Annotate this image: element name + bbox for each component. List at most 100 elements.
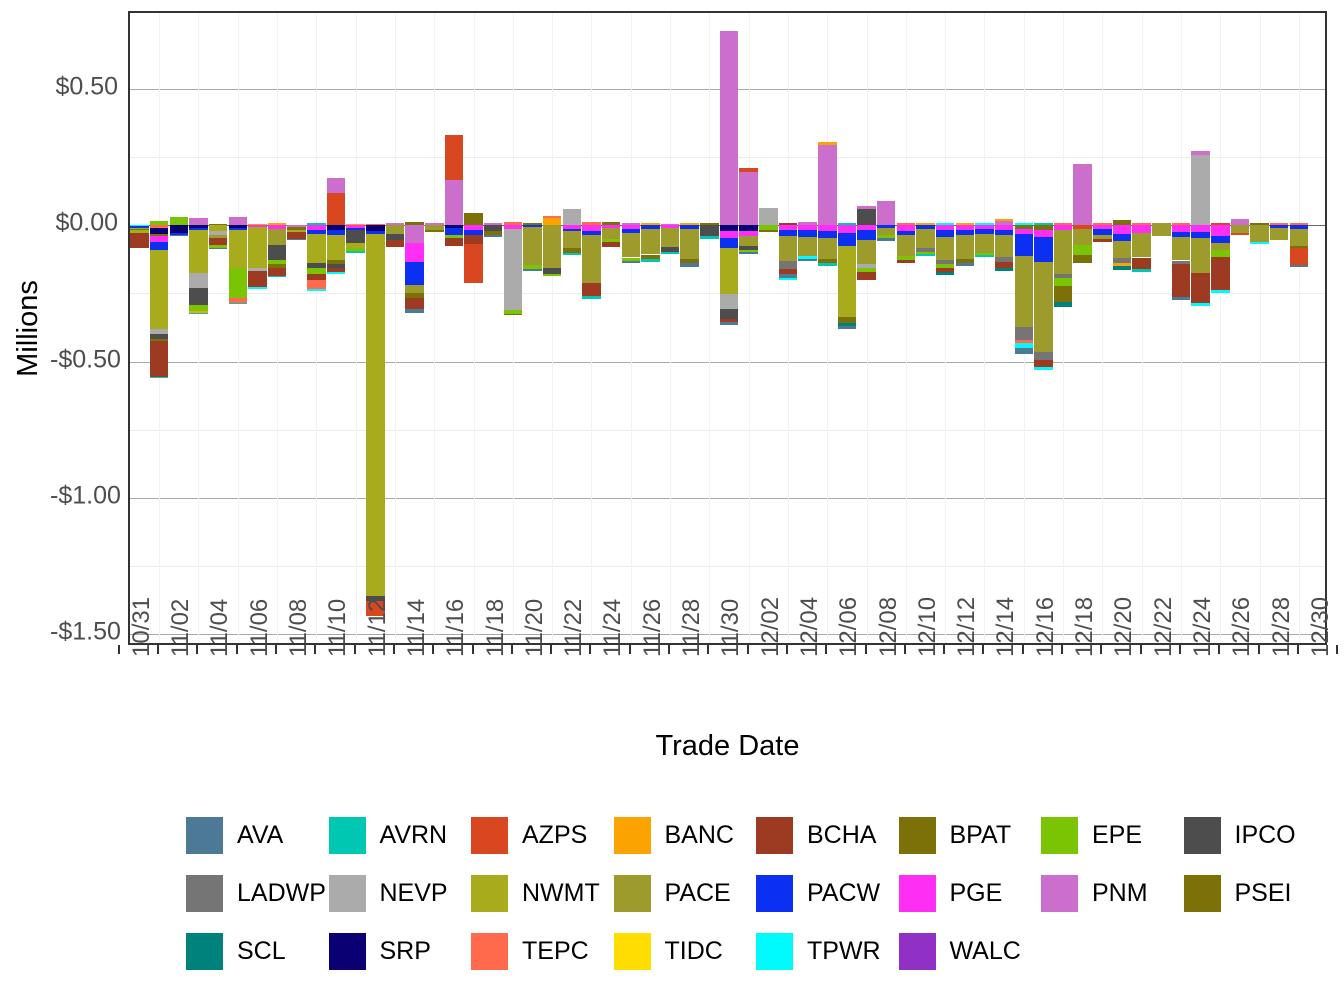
bar-stack[interactable] (818, 13, 837, 643)
bar-stack[interactable] (660, 13, 680, 643)
bar-stack[interactable] (385, 13, 405, 643)
legend-item-bcha[interactable]: BCHA (756, 806, 899, 864)
bar-stack[interactable] (1053, 13, 1073, 643)
bar-stack[interactable] (542, 13, 562, 643)
bar-segment (464, 229, 483, 235)
bar-stack[interactable] (1014, 13, 1033, 643)
bar-stack[interactable] (1230, 13, 1250, 643)
bar-segment (896, 225, 916, 231)
legend-item-scl[interactable]: SCL (186, 922, 329, 980)
bar-segment (208, 244, 228, 248)
bar-stack[interactable] (1034, 13, 1053, 643)
bar-stack[interactable] (149, 13, 169, 643)
bar-stack[interactable] (523, 13, 542, 643)
bar-stack[interactable] (837, 13, 857, 643)
bar-segment (444, 237, 464, 247)
legend-item-walc[interactable]: WALC (898, 922, 1042, 980)
bar-stack[interactable] (248, 13, 267, 643)
bar-stack[interactable] (680, 13, 699, 643)
bar-segment (719, 318, 739, 322)
bar-stack[interactable] (621, 13, 640, 643)
bar-stack[interactable] (700, 13, 719, 643)
legend-item-pnm[interactable]: PNM (1041, 864, 1184, 922)
legend-item-pge[interactable]: PGE (898, 864, 1042, 922)
legend-item-banc[interactable]: BANC (613, 806, 757, 864)
bar-stack[interactable] (896, 13, 916, 643)
bar-stack[interactable] (208, 13, 228, 643)
bar-stack[interactable] (1112, 13, 1132, 643)
legend-item-ipco[interactable]: IPCO (1183, 806, 1327, 864)
bar-segment (366, 223, 385, 226)
bar-stack[interactable] (366, 13, 385, 643)
bar-segment (1152, 222, 1171, 226)
bar-stack[interactable] (464, 13, 483, 643)
bar-stack[interactable] (601, 13, 621, 643)
bar-stack[interactable] (975, 13, 994, 643)
legend-item-nwmt[interactable]: NWMT (471, 864, 614, 922)
bar-segment (228, 229, 247, 268)
bar-segment (1171, 237, 1191, 261)
bar-stack[interactable] (562, 13, 582, 643)
bar-stack[interactable] (876, 13, 896, 643)
bar-stack[interactable] (444, 13, 464, 643)
bar-stack[interactable] (130, 13, 149, 643)
bar-segment (719, 225, 739, 232)
bar-stack[interactable] (1093, 13, 1112, 643)
bar-stack[interactable] (778, 13, 798, 643)
legend-item-epe[interactable]: EPE (1041, 806, 1184, 864)
legend-item-tidc[interactable]: TIDC (613, 922, 757, 980)
legend-item-azps[interactable]: AZPS (471, 806, 614, 864)
bar-stack[interactable] (739, 13, 758, 643)
bar-segment (1191, 150, 1210, 155)
legend-item-avrn[interactable]: AVRN (328, 806, 472, 864)
legend-item-tepc[interactable]: TEPC (471, 922, 614, 980)
legend-item-ava[interactable]: AVA (186, 806, 329, 864)
legend-item-tpwr[interactable]: TPWR (756, 922, 899, 980)
bar-stack[interactable] (1250, 13, 1269, 643)
bar-stack[interactable] (759, 13, 778, 643)
bar-stack[interactable] (955, 13, 975, 643)
legend-item-psei[interactable]: PSEI (1183, 864, 1327, 922)
bar-stack[interactable] (405, 13, 424, 643)
bar-stack[interactable] (857, 13, 876, 643)
legend-item-pace[interactable]: PACE (613, 864, 757, 922)
bar-stack[interactable] (326, 13, 346, 643)
bar-stack[interactable] (169, 13, 189, 643)
bar-stack[interactable] (189, 13, 208, 643)
bar-segment (798, 222, 817, 226)
bar-stack[interactable] (935, 13, 955, 643)
legend-item-nevp[interactable]: NEVP (328, 864, 472, 922)
bar-stack[interactable] (798, 13, 817, 643)
bar-stack[interactable] (287, 13, 306, 643)
bar-stack[interactable] (1191, 13, 1210, 643)
bar-stack[interactable] (346, 13, 365, 643)
bar-segment (542, 216, 562, 219)
legend-item-ladwp[interactable]: LADWP (186, 864, 329, 922)
bar-stack[interactable] (483, 13, 503, 643)
legend-item-bpat[interactable]: BPAT (898, 806, 1042, 864)
legend-item-srp[interactable]: SRP (328, 922, 472, 980)
bar-stack[interactable] (1171, 13, 1191, 643)
bar-segment (837, 323, 857, 327)
bar-stack[interactable] (916, 13, 935, 643)
bar-segment (916, 251, 935, 255)
bar-stack[interactable] (1289, 13, 1309, 643)
bar-stack[interactable] (641, 13, 660, 643)
bar-stack[interactable] (994, 13, 1014, 643)
bar-segment (444, 225, 464, 229)
bar-stack[interactable] (425, 13, 444, 643)
bar-stack[interactable] (267, 13, 287, 643)
bar-stack[interactable] (1073, 13, 1092, 643)
bar-stack[interactable] (307, 13, 326, 643)
bar-stack[interactable] (582, 13, 601, 643)
bar-stack[interactable] (1211, 13, 1230, 643)
bar-stack[interactable] (1269, 13, 1289, 643)
bar-segment (641, 254, 660, 260)
bar-stack[interactable] (719, 13, 739, 643)
legend-item-pacw[interactable]: PACW (756, 864, 899, 922)
bar-stack[interactable] (1152, 13, 1171, 643)
bar-segment (189, 273, 208, 289)
bar-stack[interactable] (503, 13, 523, 643)
bar-stack[interactable] (228, 13, 247, 643)
bar-stack[interactable] (1132, 13, 1151, 643)
